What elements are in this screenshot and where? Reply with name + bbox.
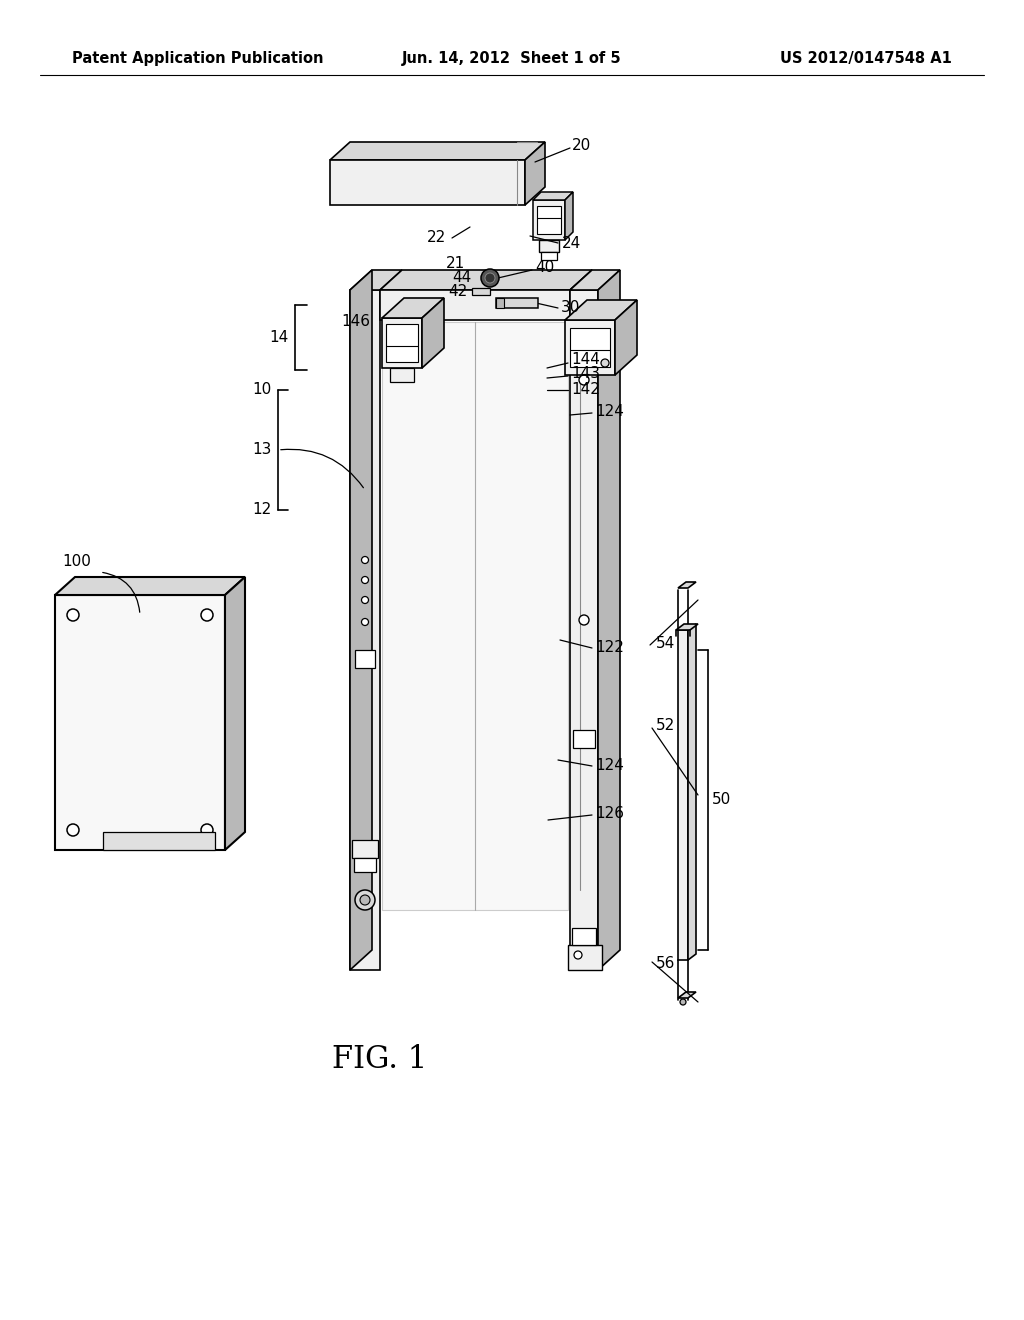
Circle shape: [360, 895, 370, 906]
Circle shape: [574, 950, 582, 960]
Text: 20: 20: [572, 139, 591, 153]
Polygon shape: [350, 290, 380, 970]
Text: 24: 24: [562, 235, 582, 251]
Text: 22: 22: [427, 231, 446, 246]
Text: 42: 42: [449, 285, 467, 300]
Polygon shape: [330, 143, 545, 160]
Polygon shape: [380, 290, 570, 319]
Polygon shape: [55, 595, 225, 850]
Text: 100: 100: [62, 554, 91, 569]
Polygon shape: [615, 300, 637, 375]
Text: 52: 52: [656, 718, 675, 734]
Circle shape: [361, 557, 369, 564]
Text: 124: 124: [595, 404, 624, 420]
Circle shape: [67, 609, 79, 620]
Polygon shape: [565, 191, 573, 240]
Circle shape: [680, 999, 686, 1005]
Circle shape: [361, 619, 369, 626]
Text: 10: 10: [253, 383, 272, 397]
Circle shape: [579, 375, 589, 385]
Polygon shape: [570, 271, 620, 290]
Polygon shape: [350, 271, 372, 970]
Polygon shape: [350, 271, 402, 290]
Text: 40: 40: [535, 260, 554, 276]
Polygon shape: [570, 290, 598, 970]
Polygon shape: [496, 298, 538, 308]
Text: 50: 50: [712, 792, 731, 808]
Polygon shape: [382, 322, 568, 909]
Text: 21: 21: [446, 256, 465, 272]
Polygon shape: [390, 368, 414, 381]
Polygon shape: [537, 206, 561, 234]
Polygon shape: [422, 298, 444, 368]
Polygon shape: [496, 298, 504, 308]
Polygon shape: [472, 288, 490, 294]
Circle shape: [355, 890, 375, 909]
Circle shape: [361, 597, 369, 603]
Polygon shape: [534, 201, 565, 240]
Text: 44: 44: [452, 271, 471, 285]
Text: 56: 56: [656, 956, 676, 970]
Text: 142: 142: [571, 383, 600, 397]
Circle shape: [201, 824, 213, 836]
Polygon shape: [573, 730, 595, 748]
Text: Patent Application Publication: Patent Application Publication: [72, 50, 324, 66]
Text: 144: 144: [571, 352, 600, 367]
Text: 54: 54: [656, 635, 675, 651]
Text: 146: 146: [341, 314, 370, 330]
Circle shape: [67, 824, 79, 836]
Polygon shape: [534, 191, 573, 201]
Text: 143: 143: [571, 367, 600, 381]
Text: FIG. 1: FIG. 1: [333, 1044, 428, 1076]
Polygon shape: [103, 832, 215, 850]
Polygon shape: [382, 318, 422, 368]
Polygon shape: [688, 624, 696, 960]
Text: 30: 30: [561, 301, 581, 315]
Polygon shape: [55, 577, 245, 595]
Circle shape: [579, 615, 589, 624]
Circle shape: [481, 269, 499, 286]
Text: 126: 126: [595, 805, 624, 821]
Polygon shape: [382, 298, 444, 318]
Circle shape: [201, 609, 213, 620]
Polygon shape: [380, 271, 592, 290]
Text: 13: 13: [253, 442, 272, 458]
Polygon shape: [355, 649, 375, 668]
Polygon shape: [678, 993, 696, 998]
Polygon shape: [678, 582, 696, 587]
Polygon shape: [570, 271, 592, 319]
Polygon shape: [225, 577, 245, 850]
Text: 14: 14: [269, 330, 289, 345]
Polygon shape: [676, 624, 698, 630]
Text: 124: 124: [595, 759, 624, 774]
Text: 12: 12: [253, 503, 272, 517]
Circle shape: [601, 359, 609, 367]
Polygon shape: [539, 240, 559, 252]
Polygon shape: [678, 630, 688, 960]
Polygon shape: [352, 840, 378, 858]
Polygon shape: [354, 858, 376, 873]
Circle shape: [361, 577, 369, 583]
Polygon shape: [386, 323, 418, 362]
Text: 122: 122: [595, 640, 624, 656]
Polygon shape: [525, 143, 545, 205]
Polygon shape: [565, 300, 637, 319]
Polygon shape: [330, 160, 525, 205]
Text: US 2012/0147548 A1: US 2012/0147548 A1: [780, 50, 952, 66]
Polygon shape: [572, 928, 596, 945]
Polygon shape: [565, 319, 615, 375]
Polygon shape: [541, 252, 557, 260]
Circle shape: [485, 273, 495, 282]
Polygon shape: [568, 945, 602, 970]
Polygon shape: [570, 327, 610, 367]
Text: Jun. 14, 2012  Sheet 1 of 5: Jun. 14, 2012 Sheet 1 of 5: [402, 50, 622, 66]
Polygon shape: [598, 271, 620, 970]
